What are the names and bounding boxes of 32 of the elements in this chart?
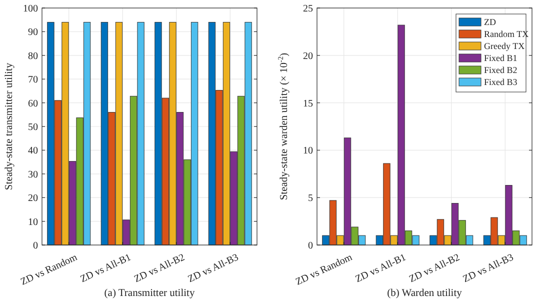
- y-axis-title: Steady-state transmitter utility: [4, 62, 15, 190]
- x-tick-label: ZD vs All-B3: [186, 252, 240, 286]
- x-axis-title: (b) Warden utility: [387, 288, 463, 299]
- y-tick-label: 70: [28, 74, 38, 86]
- y-tick-label: 10: [28, 216, 38, 228]
- y-tick-label: 60: [28, 98, 38, 110]
- y-tick-label: 100: [23, 4, 38, 14]
- y-tick-label: 30: [28, 169, 38, 180]
- legend-label: Fixed B1: [484, 53, 518, 64]
- y-tick-label: 0: [308, 240, 313, 252]
- y-tick-label: 0: [33, 240, 38, 252]
- legend-label: Fixed B3: [484, 77, 518, 88]
- y-tick-label: 40: [28, 146, 38, 157]
- y-tick-label: 20: [303, 50, 313, 62]
- legend-label: ZD: [484, 17, 496, 28]
- x-tick-label: ZD vs All-B2: [132, 252, 187, 286]
- x-tick-label: ZD vs All-B3: [461, 252, 516, 286]
- y-tick-label: 50: [28, 122, 38, 133]
- y-tick-label: 20: [28, 193, 38, 204]
- y-tick-label: 80: [28, 50, 38, 62]
- y-tick-label: 10: [303, 146, 313, 157]
- x-tick-label: ZD vs All-B1: [78, 252, 133, 286]
- x-tick-label: ZD vs All-B1: [354, 252, 408, 286]
- x-axis-title: (a) Transmitter utility: [104, 288, 196, 299]
- legend-label: Random TX: [484, 29, 530, 40]
- legend-label: Fixed B2: [484, 65, 518, 76]
- x-tick-label: ZD vs All-B2: [408, 252, 462, 286]
- legend-label: Greedy TX: [484, 41, 526, 52]
- y-tick-label: 15: [303, 98, 313, 110]
- y-tick-label: 90: [28, 27, 38, 38]
- y-tick-label: 5: [308, 193, 313, 204]
- y-tick-label: 25: [303, 4, 313, 14]
